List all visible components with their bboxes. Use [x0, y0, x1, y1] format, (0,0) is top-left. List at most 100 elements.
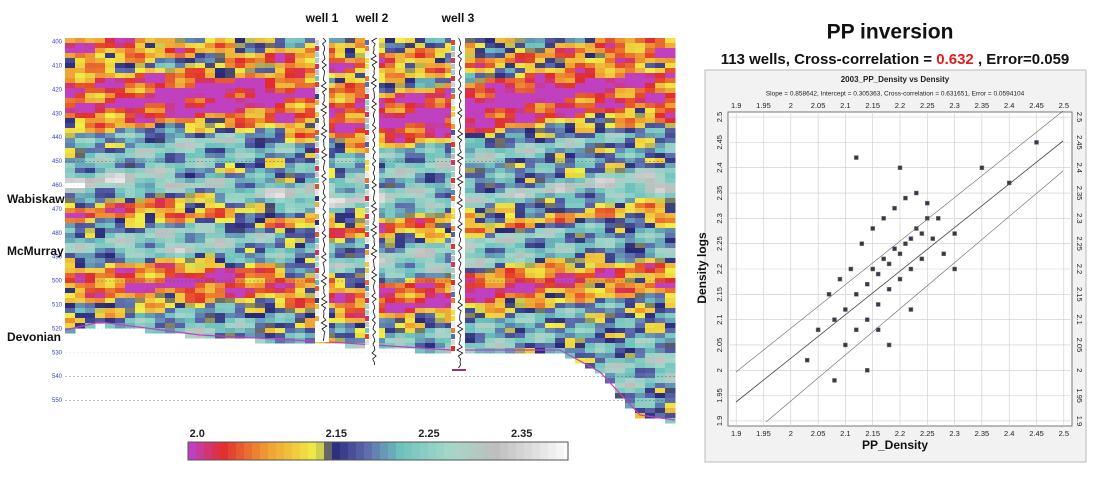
seismic-cell: [205, 118, 216, 124]
seismic-cell: [275, 268, 286, 274]
seismic-cell: [195, 283, 206, 289]
well-log-band: [365, 238, 369, 243]
seismic-cell: [445, 168, 456, 174]
seismic-cell: [155, 318, 166, 324]
seismic-cell: [305, 118, 316, 124]
seismic-cell: [125, 268, 136, 274]
seismic-cell: [85, 148, 96, 154]
seismic-cell: [265, 268, 276, 274]
seismic-cell: [85, 233, 96, 239]
seismic-cell: [85, 258, 96, 264]
seismic-cell: [385, 323, 396, 329]
seismic-cell: [135, 283, 146, 289]
seismic-cell: [235, 238, 246, 244]
well-log-band: [365, 190, 369, 195]
seismic-cell: [585, 48, 596, 54]
seismic-cell: [105, 183, 116, 189]
seismic-cell: [595, 38, 606, 44]
seismic-cell: [345, 133, 356, 139]
seismic-cell: [625, 173, 636, 179]
seismic-cell: [495, 323, 506, 329]
seismic-cell: [495, 128, 506, 134]
seismic-cell: [355, 178, 366, 184]
seismic-cell: [575, 63, 586, 69]
seismic-cell: [325, 163, 336, 169]
seismic-cell: [665, 368, 676, 374]
seismic-cell: [585, 363, 596, 369]
seismic-cell: [125, 108, 136, 114]
seismic-cell: [85, 113, 96, 119]
seismic-cell: [335, 83, 346, 89]
seismic-cell: [115, 283, 126, 289]
seismic-cell: [395, 133, 406, 139]
seismic-cell: [105, 208, 116, 214]
seismic-cell: [485, 308, 496, 314]
seismic-cell: [295, 183, 306, 189]
seismic-cell: [355, 188, 366, 194]
seismic-cell: [525, 328, 536, 334]
seismic-cell: [545, 88, 556, 94]
seismic-cell: [75, 118, 86, 124]
seismic-cell: [465, 188, 476, 194]
seismic-cell: [665, 313, 676, 319]
seismic-cell: [415, 313, 426, 319]
seismic-cell: [65, 328, 76, 334]
well-log-band: [451, 82, 455, 87]
seismic-cell: [485, 218, 496, 224]
seismic-cell: [265, 123, 276, 129]
seismic-cell: [165, 188, 176, 194]
seismic-cell: [265, 188, 276, 194]
seismic-cell: [445, 283, 456, 289]
seismic-cell: [475, 323, 486, 329]
seismic-cell: [645, 168, 656, 174]
seismic-cell: [95, 158, 106, 164]
seismic-cell: [175, 118, 186, 124]
seismic-cell: [105, 68, 116, 74]
seismic-cell: [325, 208, 336, 214]
seismic-cell: [335, 308, 346, 314]
seismic-cell: [75, 293, 86, 299]
seismic-cell: [125, 83, 136, 89]
seismic-cell: [225, 333, 236, 339]
seismic-cell: [105, 143, 116, 149]
seismic-cell: [545, 268, 556, 274]
seismic-cell: [605, 258, 616, 264]
seismic-cell: [245, 163, 256, 169]
seismic-cell: [75, 53, 86, 59]
seismic-cell: [575, 243, 586, 249]
seismic-cell: [75, 143, 86, 149]
seismic-cell: [275, 68, 286, 74]
seismic-cell: [305, 193, 316, 199]
seismic-cell: [165, 128, 176, 134]
seismic-cell: [515, 103, 526, 109]
seismic-cell: [195, 328, 206, 334]
seismic-cell: [135, 53, 146, 59]
seismic-cell: [295, 273, 306, 279]
well-log-band: [451, 238, 455, 243]
seismic-cell: [485, 243, 496, 249]
seismic-cell: [495, 58, 506, 64]
seismic-cell: [595, 228, 606, 234]
seismic-cell: [435, 53, 446, 59]
seismic-cell: [265, 143, 276, 149]
well-log-band: [365, 310, 369, 315]
seismic-cell: [145, 188, 156, 194]
x-tick-label-top: 2.1: [840, 101, 850, 110]
seismic-cell: [245, 48, 256, 54]
seismic-cell: [245, 238, 256, 244]
seismic-cell: [75, 153, 86, 159]
seismic-cell: [95, 188, 106, 194]
well-log-band: [451, 322, 455, 327]
y-tick-label: 1.95: [715, 388, 724, 403]
colorbar-cell: [556, 442, 564, 460]
seismic-cell: [665, 333, 676, 339]
seismic-cell: [625, 148, 636, 154]
seismic-cell: [275, 73, 286, 79]
seismic-cell: [155, 243, 166, 249]
seismic-cell: [355, 158, 366, 164]
seismic-cell: [225, 263, 236, 269]
seismic-cell: [625, 163, 636, 169]
seismic-cell: [265, 108, 276, 114]
seismic-cell: [655, 228, 666, 234]
seismic-cell: [75, 98, 86, 104]
